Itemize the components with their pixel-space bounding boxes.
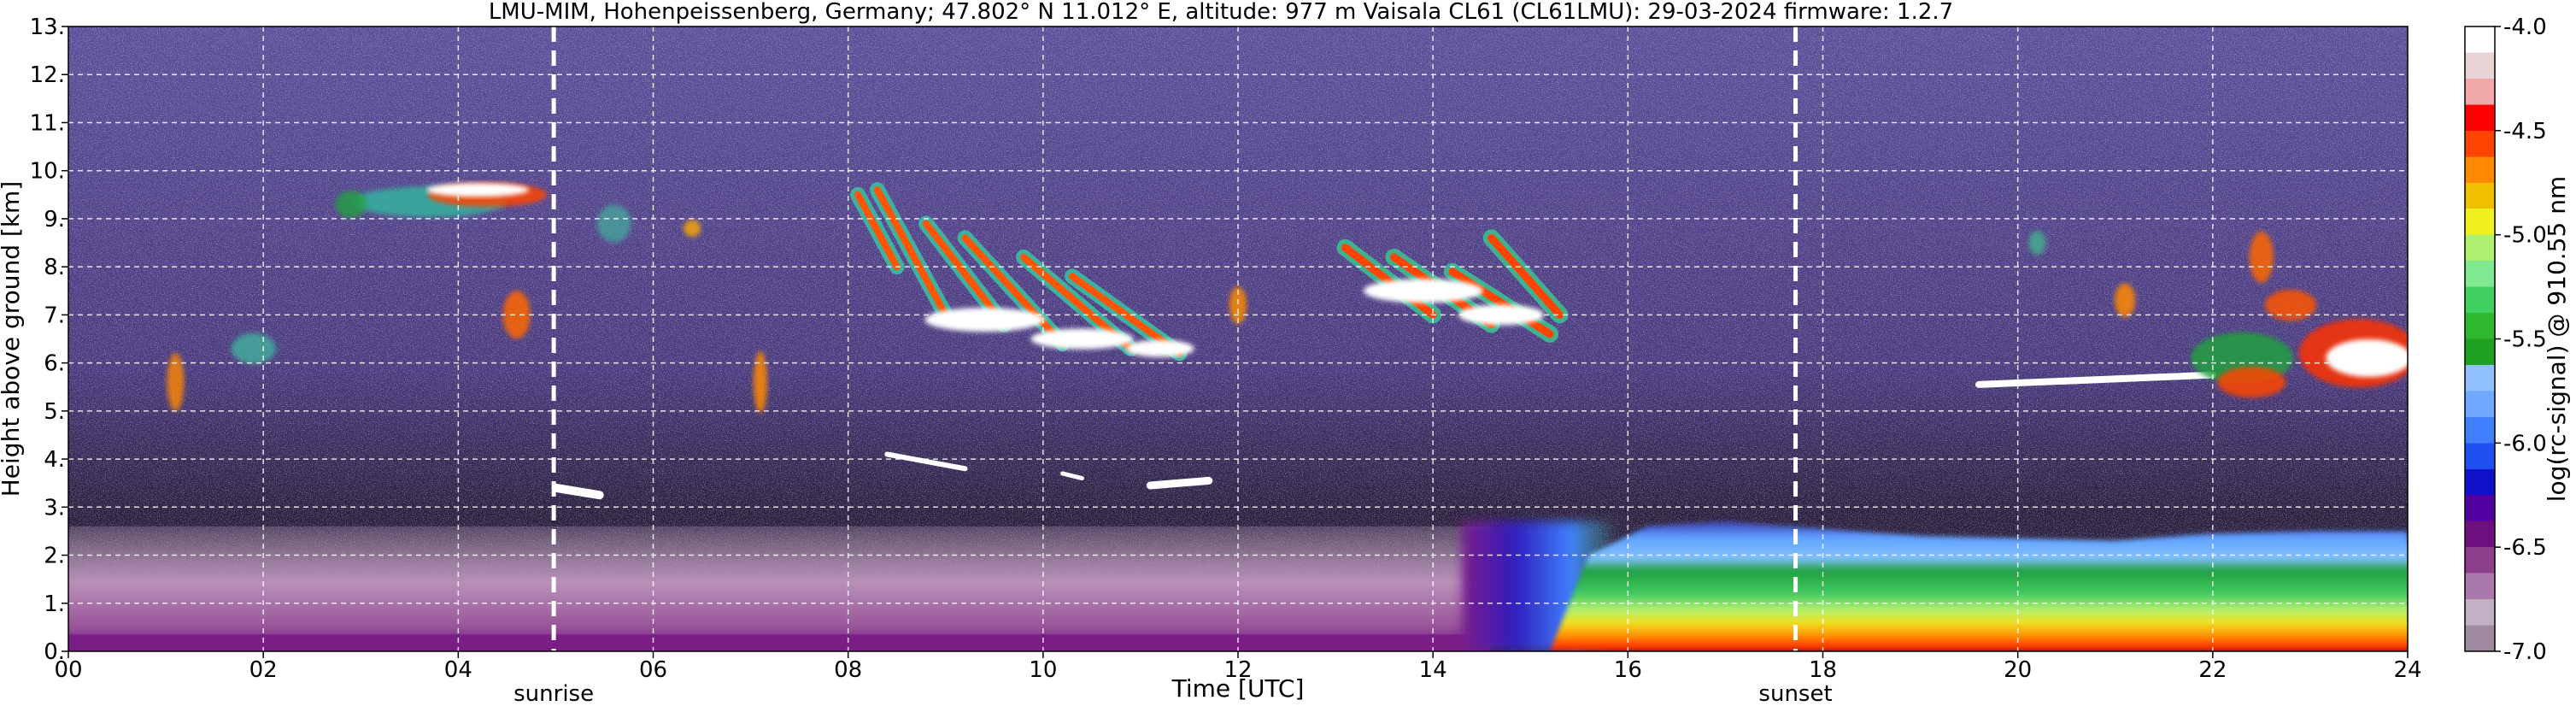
y-tick-label: 1.	[44, 591, 65, 617]
colorbar-scale	[2464, 26, 2496, 652]
x-tick-label: 00	[54, 657, 82, 683]
cloud-cell	[2115, 283, 2136, 318]
colorbar: -4.0 -4.5 -5.0 -5.5 -6.0 -6.5 -7.0 log(rc-sign…	[2464, 15, 2571, 665]
low-cloud	[551, 483, 604, 500]
cloud-cell	[335, 191, 367, 219]
cloud-cell	[2249, 231, 2274, 283]
y-tick-label: 8.	[44, 255, 65, 280]
colorbar-tick-label: -6.5	[2503, 535, 2547, 561]
x-tick-label: 24	[2393, 657, 2421, 683]
x-tick-label: 18	[1809, 657, 1837, 683]
cirrus-streak-core	[1488, 233, 1564, 319]
boundary-layer-night	[68, 526, 1492, 651]
x-tick-label: 22	[2198, 657, 2227, 683]
cirrus-streak-core	[961, 234, 1066, 348]
cloud-cell	[502, 291, 531, 339]
grid-lines	[68, 26, 2408, 651]
x-tick-label: 10	[1029, 657, 1057, 683]
x-tick-label: 06	[639, 657, 667, 683]
cirrus-streak-core	[873, 186, 949, 319]
cloud-cell	[753, 351, 767, 414]
y-tick-label: 6.	[44, 351, 65, 377]
cloud-features	[167, 182, 2408, 500]
sunrise-label: sunrise	[513, 681, 594, 706]
low-cloud	[1146, 476, 1213, 490]
x-tick-label: 02	[249, 657, 278, 683]
event-lines: sunrise sunset	[513, 26, 1833, 706]
low-cloud	[1060, 471, 1084, 481]
colorbar-tick-label: -4.5	[2503, 119, 2547, 144]
x-tick-label: 14	[1419, 657, 1447, 683]
cloud-cell	[2326, 338, 2408, 377]
colorbar-tick-label: -7.0	[2503, 639, 2547, 665]
colorbar-label: log(rc-signal) @ 910.55 nm	[2543, 176, 2571, 502]
plot-area: sunrise sunset 00 02 04 06 08 10 12 14 16 18 20 22 24…	[30, 15, 2422, 706]
colorbar-tick-label: -5.0	[2503, 223, 2547, 249]
cloud-cell	[2028, 231, 2046, 256]
boundary-layer-day	[1550, 521, 2408, 651]
x-tick-label: 16	[1614, 657, 1642, 683]
cloud-cell	[426, 183, 530, 197]
y-tick-label: 10.	[30, 159, 65, 185]
y-tick-label: 11.	[30, 110, 65, 136]
cirrus-streak-core	[922, 220, 1008, 328]
cloud-cell	[231, 332, 276, 364]
y-tick-label: 4.	[44, 447, 65, 473]
cloud-cell	[167, 353, 185, 412]
y-tick-label: 2.	[44, 544, 65, 569]
x-axis: 00 02 04 06 08 10 12 14 16 18 20 22 24	[54, 651, 2422, 683]
cloud-cell	[1125, 339, 1194, 357]
y-tick-label: 0.	[44, 639, 65, 665]
cirrus-streak-core	[854, 191, 901, 271]
chart-title: LMU-MIM, Hohenpeissenberg, Germany; 47.8…	[489, 0, 1953, 25]
colorbar-tick-label: -6.0	[2503, 431, 2547, 456]
colorbar-tick-label: -4.0	[2503, 15, 2547, 40]
cloud-layer	[1975, 371, 2216, 388]
cloud-cell	[596, 204, 631, 243]
y-axis-label: Height above ground [km]	[0, 181, 25, 497]
cirrus-streak-core	[1448, 268, 1554, 338]
cloud-cell	[684, 220, 701, 238]
y-tick-label: 7.	[44, 303, 65, 328]
x-tick-label: 20	[2004, 657, 2032, 683]
x-tick-label: 12	[1223, 657, 1252, 683]
sunset-label: sunset	[1758, 681, 1832, 706]
colorbar-tick-label: -5.5	[2503, 327, 2547, 353]
cloud-cell	[2217, 367, 2286, 398]
x-tick-label: 04	[444, 657, 472, 683]
cloud-cell	[2265, 290, 2317, 321]
boundary-layer	[68, 521, 2408, 651]
cloud-cell	[1030, 328, 1134, 350]
y-axis: 0. 1. 2. 3. 4. 5. 6. 7. 8. 9. 10. 11. 12. 13.	[30, 15, 68, 665]
surface-layer-night	[68, 634, 1492, 651]
y-tick-label: 13.	[30, 15, 65, 40]
cloud-cell	[924, 308, 1045, 332]
x-axis-label: Time [UTC]	[1171, 674, 1305, 703]
low-cloud	[884, 451, 968, 472]
colorbar-ticks: -4.0 -4.5 -5.0 -5.5 -6.0 -6.5 -7.0	[2495, 15, 2547, 665]
y-tick-label: 12.	[30, 62, 65, 88]
x-tick-label: 08	[834, 657, 862, 683]
cloud-cell	[1363, 279, 1483, 303]
y-tick-label: 5.	[44, 399, 65, 425]
y-tick-label: 3.	[44, 495, 65, 521]
y-tick-label: 9.	[44, 207, 65, 232]
